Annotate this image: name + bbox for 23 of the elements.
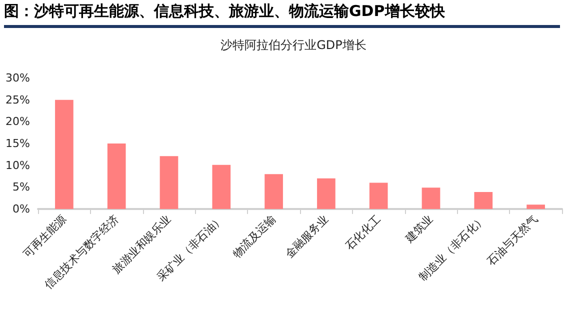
chart-title: 图：沙特可再生能源、信息科技、旅游业、物流运输GDP增长较快 — [4, 2, 560, 28]
x-tick-label: 石化化工 — [342, 212, 384, 253]
y-tick-label: 5% — [12, 180, 30, 194]
x-tick-label: 金融服务业 — [282, 212, 331, 260]
bar — [264, 174, 283, 209]
bar — [422, 188, 440, 209]
x-tick-label: 物流及运输 — [230, 212, 278, 260]
bar — [160, 156, 178, 209]
x-tick-label: 石油与天然气 — [484, 212, 540, 268]
bar — [317, 178, 336, 209]
y-tick-label: 15% — [6, 137, 30, 150]
y-tick-label: 25% — [6, 93, 30, 106]
bar — [55, 100, 74, 209]
bar — [212, 164, 231, 209]
chart-subtitle: 沙特阿拉伯分行业GDP增长 — [220, 38, 366, 52]
bar — [474, 192, 493, 209]
bar — [369, 182, 388, 209]
bar — [526, 204, 545, 209]
y-tick-label: 10% — [6, 158, 30, 172]
bar — [107, 144, 126, 209]
y-tick-label: 30% — [6, 72, 30, 84]
x-tick-label: 建筑业 — [402, 212, 436, 246]
y-tick-label: 20% — [6, 115, 30, 128]
